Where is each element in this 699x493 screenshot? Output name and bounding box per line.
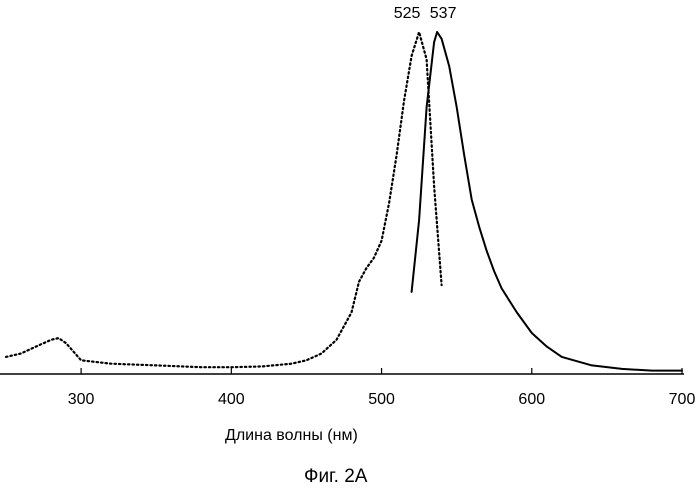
x-tick-label: 400: [218, 391, 245, 408]
x-axis-label: Длина волны (нм): [225, 427, 358, 444]
dotted-series-line: [4, 30, 443, 369]
peak-annotation: 525: [394, 5, 421, 22]
x-tick-label: 500: [368, 391, 395, 408]
x-tick-label: 700: [669, 391, 696, 408]
x-tick-label: 300: [68, 391, 95, 408]
solid-series-line: [410, 31, 683, 372]
figure-caption: Фиг. 2А: [304, 466, 368, 487]
plot-layer: 300 400 500 600 700 525 537: [0, 5, 695, 408]
peak-annotation: 537: [430, 5, 457, 22]
x-tick-label: 600: [518, 391, 545, 408]
